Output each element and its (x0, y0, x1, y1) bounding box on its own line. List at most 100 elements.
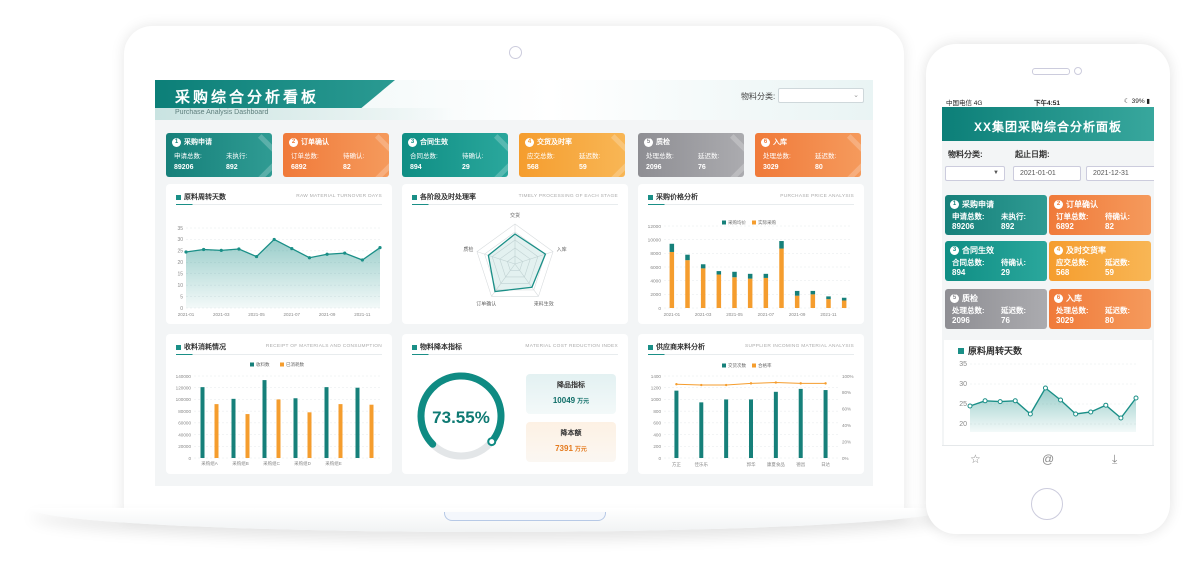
kpi-card-6[interactable]: 6 入库 处理总数: 延迟数: 3029 80 (755, 133, 861, 177)
kpi-label-1: 申请总数: (952, 212, 985, 221)
price-subtitle: PURCHASE PRICE ANALYSIS (780, 194, 854, 199)
date-end-input[interactable]: 2021-12-31 (1086, 166, 1154, 181)
y-tick-label: 20 (959, 421, 967, 428)
y-tick-label: 25 (959, 401, 967, 408)
bar (245, 414, 250, 458)
kpi-card-5[interactable]: 5 质检 处理总数: 延迟数: 2096 76 (638, 133, 744, 177)
kpi-label-1: 订单总数: (291, 153, 319, 160)
cost-target-label: 降品指标 (557, 382, 585, 389)
cost-reduction-label: 降本额 (560, 430, 582, 437)
phone-speaker (1032, 68, 1070, 75)
bar (276, 399, 281, 458)
data-point (1027, 411, 1033, 417)
turnover-subtitle: RAW MATERIAL TURNOVER DAYS (296, 194, 382, 199)
kpi-value-1: 3029 (763, 164, 779, 171)
data-point (1103, 402, 1109, 408)
download-icon[interactable]: ⤓ (1112, 452, 1118, 466)
bar (841, 300, 847, 308)
kpi-value-1: 3029 (1056, 316, 1074, 325)
bar (763, 273, 769, 278)
kpi-label-1: 应交总数: (527, 153, 555, 160)
bar (669, 251, 675, 308)
kpi-card-4[interactable]: 4 交货及时率 应交总数: 延迟数: 568 59 (519, 133, 625, 177)
phone-home-button[interactable] (1031, 488, 1063, 520)
bar (763, 277, 769, 308)
data-point (1133, 395, 1139, 401)
y-tick-label: 120000 (176, 386, 192, 391)
bar (841, 297, 847, 301)
legend-label: 交货次数 (728, 362, 746, 369)
data-point (272, 237, 276, 242)
material-filter-select[interactable]: ⌄ (778, 88, 864, 103)
kpi-card-2[interactable]: 2 订单确认 订单总数: 待确认: 6892 82 (283, 133, 389, 177)
y-tick-label: 600 (653, 421, 661, 426)
kpi-label-2: 未执行: (226, 153, 248, 160)
x-tick-label: 2021-11 (820, 312, 837, 317)
kpi-value-1: 568 (527, 164, 539, 171)
mobile-panel-title: 原料周转天数 (958, 344, 1022, 357)
panel-title: 采购价格分析 (648, 192, 698, 202)
kpi-card-1[interactable]: 1 采购申请 申请总数: 未执行: 89206 892 (945, 195, 1047, 235)
kpi-card-6[interactable]: 6 入库 处理总数: 延迟数: 3029 80 (1049, 289, 1151, 329)
process-panel: 各阶段及时处理率 TIMELY PROCESSING OF EACH STAGE… (402, 184, 628, 324)
data-point (254, 254, 259, 259)
kpi-title: 2 订单确认 (1054, 199, 1098, 210)
kpi-label-2: 延迟数: (1105, 258, 1130, 267)
kpi-card-3[interactable]: 3 合同生效 合同总数: 待确认: 894 29 (945, 241, 1047, 281)
y2-tick-label: 60% (842, 407, 851, 412)
mobile-line (969, 386, 1137, 420)
y-tick-label: 30 (959, 381, 967, 388)
x-tick-label: 2021-05 (248, 312, 265, 317)
x-tick-label: 德昌 (796, 461, 805, 468)
kpi-card-4[interactable]: 4 及时交货率 应交总数: 延迟数: 568 59 (1049, 241, 1151, 281)
mobile-header: XX集团采购综合分析面板 (942, 107, 1154, 141)
cost-reduction-box: 降本额 7391 万元 (526, 422, 616, 462)
kpi-title: 6 入库 (1054, 293, 1082, 304)
kpi-value-1: 2096 (952, 316, 970, 325)
bar (798, 388, 803, 458)
turnover-area (186, 239, 380, 308)
legend-label: 采购均价 (728, 219, 746, 226)
y-tick-label: 140000 (176, 374, 192, 379)
kpi-card-3[interactable]: 3 合同生效 合同总数: 待确认: 894 29 (402, 133, 508, 177)
y2-tick-label: 20% (842, 439, 851, 444)
kpi-label-1: 合同总数: (952, 258, 985, 267)
bar (794, 295, 800, 308)
legend-swatch (250, 362, 254, 367)
star-icon[interactable]: ☆ (970, 452, 981, 466)
title-banner (155, 80, 395, 108)
status-bar: 中国电信 4G 下午4:51 ☾ 39% ▮ (942, 95, 1154, 107)
supplier-panel: 供应商来料分析 SUPPLIER INCOMING MATERIAL ANALY… (638, 334, 864, 474)
cost-subtitle: MATERIAL COST REDUCTION INDEX (525, 344, 618, 349)
date-start-input[interactable]: 2021-01-01 (1013, 166, 1081, 181)
x-tick-label: 2021-01 (664, 312, 681, 317)
mobile-material-select[interactable]: ▼ (945, 166, 1005, 181)
kpi-card-1[interactable]: 1 采购申请 申请总数: 未执行: 89206 892 (166, 133, 272, 177)
process-title: 各阶段及时处理率 (420, 194, 476, 201)
at-icon[interactable]: @ (1042, 452, 1055, 466)
y-tick-label: 60000 (178, 421, 191, 426)
x-tick-label: 2021-05 (726, 312, 743, 317)
mobile-turnover-chart: 20 25 30 35 (959, 361, 1139, 432)
kpi-label-1: 应交总数: (1056, 258, 1089, 267)
bar (307, 412, 312, 458)
radar-axis-label: 来料生效 (534, 301, 554, 308)
y-tick-label: 200 (653, 444, 661, 449)
kpi-value-2: 29 (1001, 268, 1010, 277)
radar-series (487, 233, 547, 293)
x-tick-label: 采购组E (325, 460, 342, 467)
bar (747, 278, 753, 308)
bar (685, 260, 690, 308)
data-point (219, 248, 223, 252)
x-tick-label: 2021-09 (319, 312, 336, 317)
kpi-card-5[interactable]: 5 质检 处理总数: 延迟数: 2096 76 (945, 289, 1047, 329)
kpi-card-2[interactable]: 2 订单确认 订单总数: 待确认: 6892 82 (1049, 195, 1151, 235)
bar (724, 399, 729, 458)
kpi-label-2: 待确认: (1105, 212, 1130, 221)
panel-title: 供应商来料分析 (648, 342, 705, 352)
rate-point (824, 382, 827, 385)
turnover-chart: 0 5 10 15 20 25 30 35 2021-01 2021-03 2021-05 2021-… (177, 226, 382, 317)
kpi-label-1: 处理总数: (763, 153, 791, 160)
kpi-label-2: 延迟数: (579, 153, 601, 160)
